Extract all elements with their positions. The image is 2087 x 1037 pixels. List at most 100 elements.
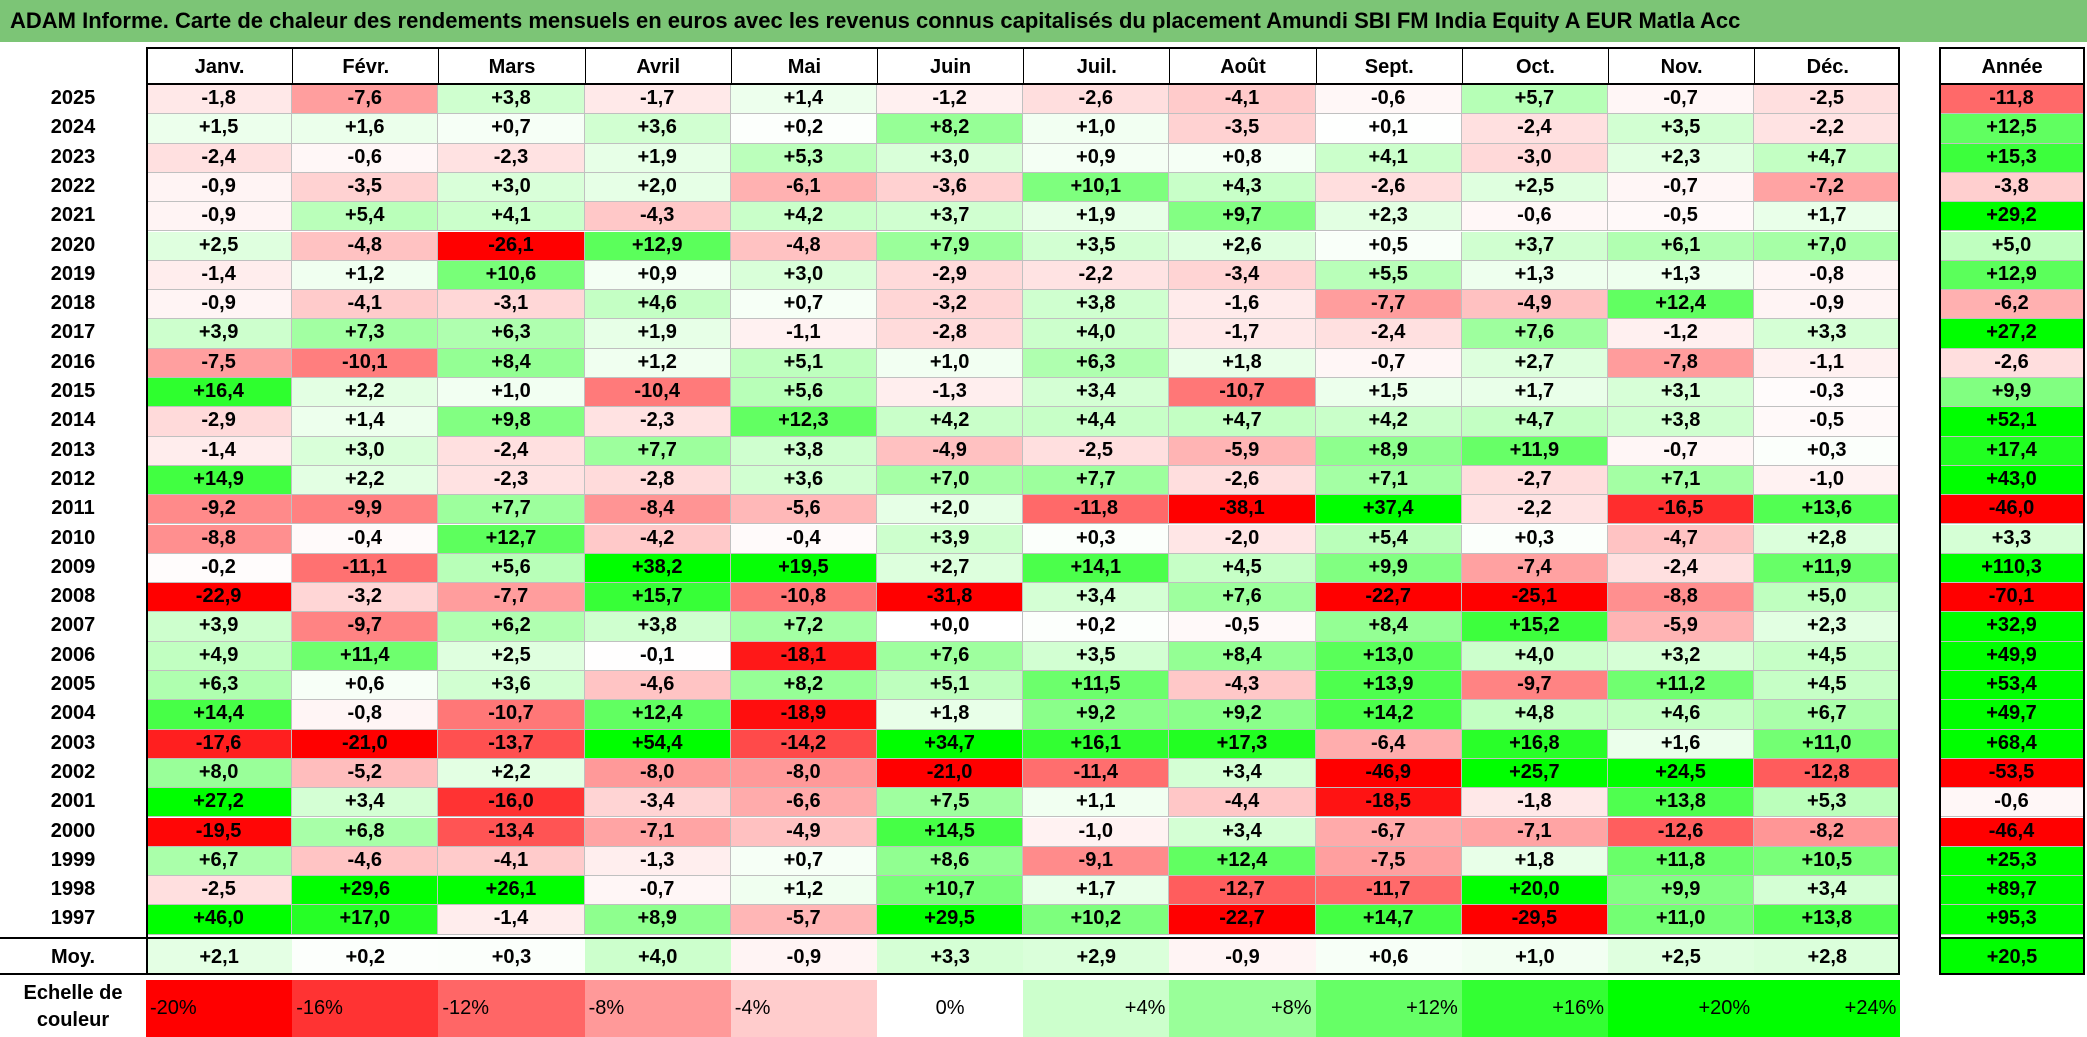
avg-cell: -0,9 <box>730 936 877 975</box>
heat-cell: -1,1 <box>730 319 877 349</box>
heat-cell: -16,0 <box>438 788 585 818</box>
heat-cell: +2,3 <box>1315 202 1462 232</box>
heat-cell: +8,4 <box>438 348 585 378</box>
heat-cell: +2,5 <box>438 641 585 671</box>
heat-cell: +9,7 <box>1169 202 1316 232</box>
heat-cell: +11,9 <box>1461 436 1608 466</box>
heat-cell: -3,2 <box>292 583 439 613</box>
year-label: 2011 <box>0 495 146 525</box>
heat-cell: +12,4 <box>1608 290 1755 320</box>
month-header: Avril <box>584 47 731 85</box>
heat-cell: +3,8 <box>584 612 731 642</box>
year-label: 2012 <box>0 465 146 496</box>
heat-cell: -0,7 <box>1608 85 1755 115</box>
heat-cell: -18,5 <box>1315 788 1462 818</box>
year-label: 2002 <box>0 758 146 789</box>
heat-cell: +4,7 <box>1169 407 1316 437</box>
heat-cell: +7,6 <box>1461 319 1608 349</box>
heat-cell: +8,9 <box>1315 436 1462 466</box>
heat-cell: -8,8 <box>1608 583 1755 613</box>
heat-cell: +1,7 <box>1754 202 1901 232</box>
heat-cell: +1,5 <box>1315 378 1462 408</box>
color-scale-label: Echelle de couleur <box>23 982 123 1031</box>
heat-cell: +10,7 <box>877 876 1024 906</box>
heat-cell: +2,2 <box>438 758 585 789</box>
heat-cell: +3,9 <box>877 524 1024 554</box>
month-header: Oct. <box>1461 47 1608 85</box>
heat-cell: -4,3 <box>1169 671 1316 701</box>
heat-cell: -21,0 <box>292 729 439 759</box>
heat-cell: -2,3 <box>584 407 731 437</box>
heat-cell: -3,5 <box>1169 114 1316 144</box>
year-label: 1997 <box>0 905 146 935</box>
heat-cell: -2,7 <box>1461 465 1608 496</box>
heat-cell: +0,3 <box>1754 436 1901 466</box>
heat-cell: +4,2 <box>730 202 877 232</box>
heat-cell: -0,8 <box>1754 260 1901 291</box>
heat-cell: -10,7 <box>438 700 585 730</box>
heat-cell: +3,7 <box>877 202 1024 232</box>
heat-cell: +15,2 <box>1461 612 1608 642</box>
heat-cell: +11,5 <box>1023 671 1170 701</box>
heat-cell: +3,4 <box>1023 583 1170 613</box>
heat-cell: +0,2 <box>730 114 877 144</box>
avg-label: Moy. <box>0 936 146 975</box>
heat-cell: -22,7 <box>1315 583 1462 613</box>
month-header: Janv. <box>146 47 293 85</box>
heat-cell: +3,6 <box>730 465 877 496</box>
heat-cell: +0,3 <box>1461 524 1608 554</box>
heat-cell: +38,2 <box>584 553 731 584</box>
heat-cell: +16,4 <box>146 378 293 408</box>
heat-cell: +46,0 <box>146 905 293 935</box>
heat-cell: -13,7 <box>438 729 585 759</box>
heat-cell: +11,8 <box>1608 846 1755 877</box>
color-scale-swatch: 0% <box>877 980 1024 1037</box>
heat-cell: -10,1 <box>292 348 439 378</box>
annual-cell: +68,4 <box>1939 729 2085 759</box>
heat-cell: -1,0 <box>1023 817 1170 847</box>
heat-cell: +3,4 <box>292 788 439 818</box>
heat-cell: -0,3 <box>1754 378 1901 408</box>
heat-cell: +4,1 <box>1315 143 1462 173</box>
heat-cell: +7,9 <box>877 231 1024 261</box>
heat-cell: +11,2 <box>1608 671 1755 701</box>
heat-cell: -4,8 <box>292 231 439 261</box>
heat-cell: +3,5 <box>1023 641 1170 671</box>
heat-cell: -2,2 <box>1023 260 1170 291</box>
heat-cell: -1,8 <box>146 85 293 115</box>
heat-cell: -5,9 <box>1169 436 1316 466</box>
heat-cell: -2,8 <box>584 465 731 496</box>
heat-cell: -7,7 <box>1315 290 1462 320</box>
annual-cell: -46,0 <box>1939 495 2085 525</box>
heat-cell: +7,6 <box>877 641 1024 671</box>
heat-cell: +3,1 <box>1608 378 1755 408</box>
annual-cell: +25,3 <box>1939 846 2085 877</box>
heat-cell: -9,2 <box>146 495 293 525</box>
heat-cell: -0,9 <box>146 172 293 203</box>
heat-cell: +5,6 <box>730 378 877 408</box>
heat-cell: +3,2 <box>1608 641 1755 671</box>
heat-cell: +9,8 <box>438 407 585 437</box>
heat-cell: -1,8 <box>1461 788 1608 818</box>
heat-cell: -2,5 <box>1754 85 1901 115</box>
heat-cell: -2,0 <box>1169 524 1316 554</box>
heat-cell: +27,2 <box>146 788 293 818</box>
heat-cell: -14,2 <box>730 729 877 759</box>
heat-cell: +7,2 <box>730 612 877 642</box>
heat-cell: -4,1 <box>1169 85 1316 115</box>
avg-cell: +4,0 <box>584 936 731 975</box>
color-scale-swatch: +24% <box>1754 980 1901 1037</box>
heat-cell: +4,0 <box>1461 641 1608 671</box>
year-label: 2014 <box>0 407 146 437</box>
heat-cell: +0,1 <box>1315 114 1462 144</box>
avg-cell: +0,2 <box>292 936 439 975</box>
heat-cell: -6,1 <box>730 172 877 203</box>
annual-cell: +110,3 <box>1939 553 2085 584</box>
heat-cell: +11,0 <box>1754 729 1901 759</box>
heat-cell: +0,6 <box>292 671 439 701</box>
heat-cell: -22,7 <box>1169 905 1316 935</box>
heat-cell: +17,3 <box>1169 729 1316 759</box>
heat-cell: +12,4 <box>1169 846 1316 877</box>
heat-cell: +14,1 <box>1023 553 1170 584</box>
annual-cell: -46,4 <box>1939 817 2085 847</box>
